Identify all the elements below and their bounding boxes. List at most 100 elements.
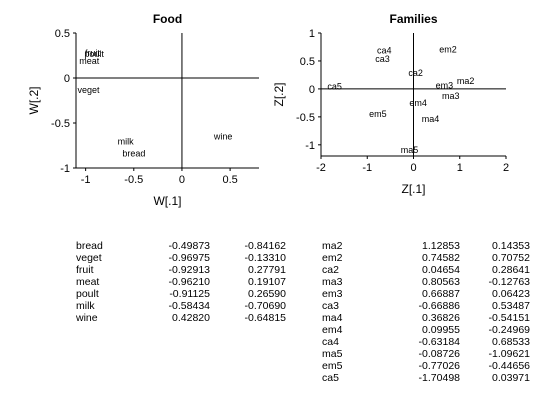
y-tick-label-0-1: -0.5 bbox=[51, 118, 70, 130]
table-row: em3 0.66887 0.06423 bbox=[322, 288, 530, 300]
point-label-1-em4: em4 bbox=[409, 98, 427, 108]
coord-2-value: 0.27791 bbox=[248, 264, 286, 276]
point-label-1-ma4: ma4 bbox=[422, 114, 440, 124]
row-label: ma2 bbox=[322, 240, 343, 252]
table-row: poult -0.91125 0.26590 bbox=[76, 288, 286, 300]
y-tick-label-1-2: 0 bbox=[309, 84, 315, 96]
coord-1-value: -0.96210 bbox=[168, 276, 210, 288]
x-tick-label-0-0: -1 bbox=[81, 174, 91, 186]
y-tick-label-1-1: -0.5 bbox=[296, 112, 315, 124]
biplot-figure: Food -1 -0.5 0 0.5 -1 -0.5 0 0.5 W[.1] W[.2] bread v… bbox=[27, 12, 509, 208]
point-label-0-meat: meat bbox=[79, 56, 100, 66]
chart-title-0: Food bbox=[153, 12, 182, 26]
coord-2-value: -1.09621 bbox=[488, 348, 530, 360]
coord-2-value: -0.64815 bbox=[244, 312, 286, 324]
coord-1-value: 0.74582 bbox=[422, 252, 460, 264]
table-row: ma3 0.80563 -0.12763 bbox=[322, 276, 530, 288]
row-label: veget bbox=[76, 252, 102, 264]
coord-2-value: -0.70690 bbox=[244, 300, 286, 312]
table-row: ca3 -0.66886 0.53487 bbox=[322, 300, 530, 312]
table-row: ma2 1.12853 0.14353 bbox=[322, 240, 530, 252]
row-label: wine bbox=[76, 312, 98, 324]
coord-2-value: 0.03971 bbox=[492, 372, 530, 384]
x-tick-label-1-2: 0 bbox=[410, 162, 416, 174]
row-label: poult bbox=[76, 288, 99, 300]
coord-2-value: 0.53487 bbox=[492, 300, 530, 312]
row-label: ma4 bbox=[322, 312, 343, 324]
y-tick-label-1-4: 1 bbox=[309, 28, 315, 40]
coord-1-value: -0.96975 bbox=[168, 252, 210, 264]
coord-2-value: -0.12763 bbox=[488, 276, 530, 288]
x-tick-label-1-4: 2 bbox=[503, 162, 509, 174]
x-tick-label-0-3: 0.5 bbox=[222, 174, 237, 186]
x-axis-label-0: W[.1] bbox=[153, 194, 181, 208]
coord-2-value: -0.44656 bbox=[488, 360, 530, 372]
y-tick-label-0-0: -1 bbox=[60, 163, 70, 175]
coord-1-value: -0.08726 bbox=[418, 348, 460, 360]
point-label-0-fruit: fruit bbox=[85, 48, 101, 58]
table-row: ca4 -0.63184 0.68533 bbox=[322, 336, 530, 348]
y-tick-label-0-3: 0.5 bbox=[55, 28, 70, 40]
coord-2-value: 0.26590 bbox=[248, 288, 286, 300]
chart-title-1: Families bbox=[389, 12, 437, 26]
coord-2-value: 0.68533 bbox=[492, 336, 530, 348]
row-label: em2 bbox=[322, 252, 343, 264]
point-label-0-poult: poult bbox=[84, 49, 104, 59]
x-axis-label-1: Z[.1] bbox=[401, 182, 425, 196]
table-row: wine 0.42820 -0.64815 bbox=[76, 312, 286, 324]
point-label-1-ma5: ma5 bbox=[401, 145, 419, 155]
coord-1-value: -0.77026 bbox=[418, 360, 460, 372]
point-label-1-ma3: ma3 bbox=[442, 91, 460, 101]
table-row: em5 -0.77026 -0.44656 bbox=[322, 360, 530, 372]
table-row: em2 0.74582 0.70752 bbox=[322, 252, 530, 264]
y-axis-label-1: Z[.2] bbox=[272, 82, 286, 106]
row-label: ca3 bbox=[322, 300, 339, 312]
coord-1-value: 0.36826 bbox=[422, 312, 460, 324]
coord-1-value: 1.12853 bbox=[422, 240, 460, 252]
coord-2-value: 0.14353 bbox=[492, 240, 530, 252]
row-label: em4 bbox=[322, 324, 343, 336]
x-tick-label-0-2: 0 bbox=[179, 174, 185, 186]
y-axis-label-0: W[.2] bbox=[27, 86, 41, 114]
point-label-1-em2: em2 bbox=[439, 44, 457, 54]
coord-1-value: 0.09955 bbox=[422, 324, 460, 336]
table-row: veget -0.96975 -0.13310 bbox=[76, 252, 286, 264]
table-row: em4 0.09955 -0.24969 bbox=[322, 324, 530, 336]
table-row: ca5 -1.70498 0.03971 bbox=[322, 372, 530, 384]
row-label: ca5 bbox=[322, 372, 339, 384]
row-label: ma3 bbox=[322, 276, 343, 288]
point-label-0-wine: wine bbox=[213, 131, 233, 141]
table-row: ca2 0.04654 0.28641 bbox=[322, 264, 530, 276]
table-row: fruit -0.92913 0.27791 bbox=[76, 264, 286, 276]
coord-2-value: -0.24969 bbox=[488, 324, 530, 336]
coord-2-value: 0.19107 bbox=[248, 276, 286, 288]
coord-2-value: 0.28641 bbox=[492, 264, 530, 276]
point-label-1-ma2: ma2 bbox=[457, 76, 475, 86]
point-label-1-ca4: ca4 bbox=[377, 46, 392, 56]
table-row: ma5 -0.08726 -1.09621 bbox=[322, 348, 530, 360]
y-tick-label-1-3: 0.5 bbox=[300, 56, 315, 68]
coord-1-value: -0.58434 bbox=[168, 300, 210, 312]
table-row: milk -0.58434 -0.70690 bbox=[76, 300, 286, 312]
coord-2-value: 0.70752 bbox=[492, 252, 530, 264]
coord-1-value: 0.80563 bbox=[422, 276, 460, 288]
y-tick-label-0-2: 0 bbox=[64, 73, 70, 85]
point-label-1-ca3: ca3 bbox=[375, 54, 390, 64]
coord-2-value: -0.54151 bbox=[488, 312, 530, 324]
row-label: bread bbox=[76, 240, 103, 252]
x-tick-label-1-3: 1 bbox=[457, 162, 463, 174]
table-row: ma4 0.36826 -0.54151 bbox=[322, 312, 530, 324]
coord-1-value: -0.49873 bbox=[168, 240, 210, 252]
point-label-1-ca5: ca5 bbox=[327, 82, 342, 92]
row-label: milk bbox=[76, 300, 95, 312]
coord-1-value: -0.91125 bbox=[169, 288, 210, 300]
y-tick-label-1-0: -1 bbox=[305, 140, 315, 152]
row-label: em3 bbox=[322, 288, 343, 300]
x-tick-label-0-1: -0.5 bbox=[124, 174, 143, 186]
table-row: bread -0.49873 -0.84162 bbox=[76, 240, 286, 252]
row-label: fruit bbox=[76, 264, 94, 276]
coord-2-value: -0.84162 bbox=[244, 240, 286, 252]
point-label-0-veget: veget bbox=[78, 85, 101, 95]
coord-1-value: 0.66887 bbox=[422, 288, 460, 300]
point-label-0-milk: milk bbox=[118, 137, 134, 147]
